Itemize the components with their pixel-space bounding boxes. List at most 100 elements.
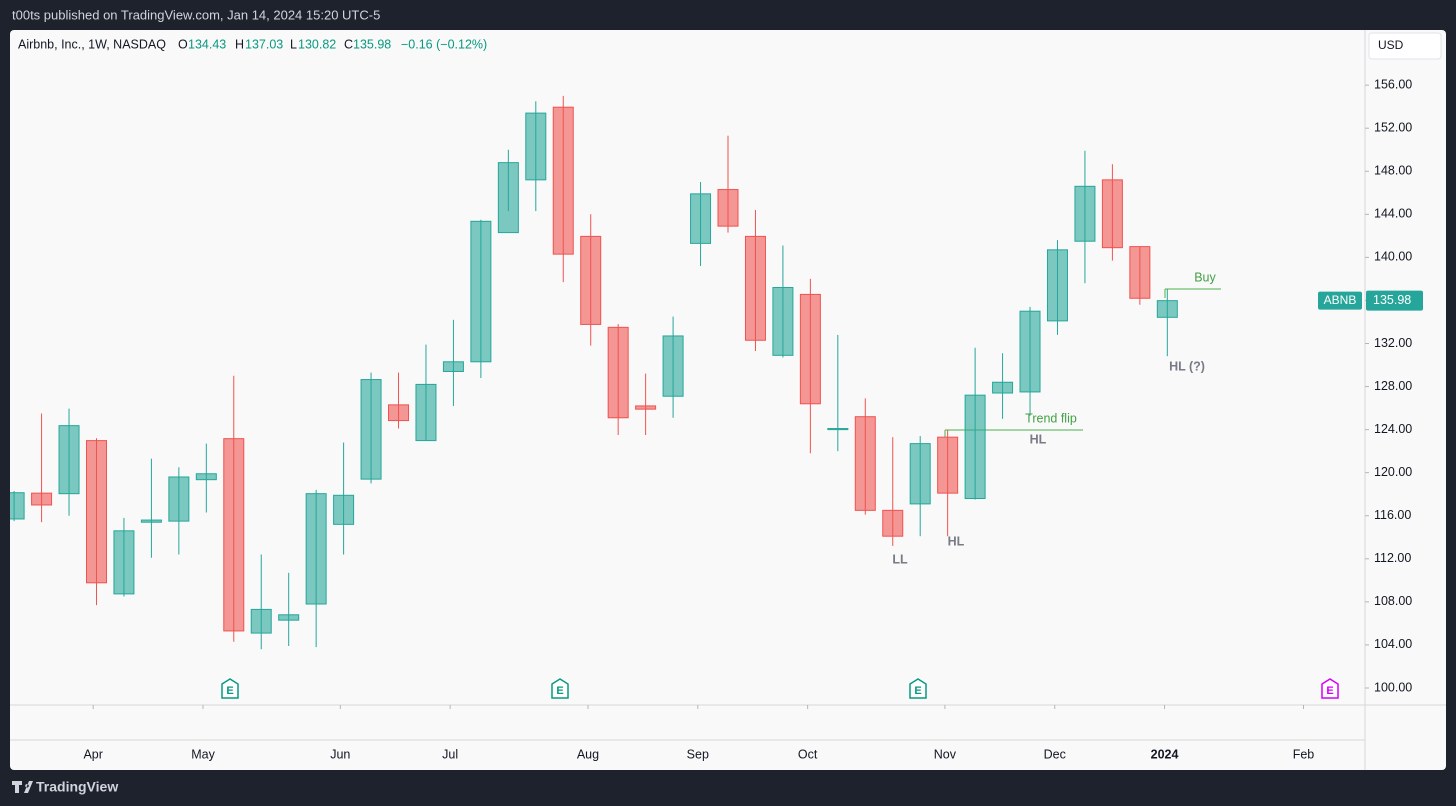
- candle-body: [772, 287, 794, 356]
- candle-body: [360, 379, 382, 480]
- candle-body: [442, 361, 464, 372]
- annotation: Trend flip: [1025, 411, 1077, 425]
- candle-body: [882, 509, 904, 537]
- event-badge: [221, 678, 239, 699]
- event-badge: [909, 678, 927, 699]
- event-label: E: [914, 685, 921, 697]
- candle-body: [113, 530, 135, 595]
- y-tick-label: 152.00: [1374, 120, 1412, 134]
- annotation: HL: [948, 534, 965, 548]
- candle-body: [964, 394, 986, 500]
- currency-box[interactable]: [1368, 32, 1442, 60]
- publisher-line: t00ts published on TradingView.com, Jan …: [12, 7, 380, 22]
- legend-o: O: [178, 37, 188, 51]
- candle-body: [58, 425, 80, 495]
- price-tag: 135.98: [1373, 293, 1411, 307]
- candle-body: [717, 189, 739, 227]
- legend-close: 135.98: [353, 37, 391, 51]
- candle-body: [854, 416, 876, 511]
- x-tick-label: Jun: [330, 747, 350, 761]
- candle-body: [10, 492, 25, 520]
- candle-body: [635, 405, 657, 410]
- candle-body: [85, 440, 107, 584]
- plot: [10, 95, 1221, 650]
- x-tick-label: Feb: [1293, 747, 1315, 761]
- x-tick-label: Sep: [687, 747, 709, 761]
- y-tick-label: 112.00: [1374, 551, 1411, 565]
- x-tick-label: May: [191, 747, 215, 761]
- candle-body: [470, 220, 492, 363]
- candle-body: [333, 494, 355, 525]
- candle-body: [992, 381, 1014, 394]
- candle-body: [415, 383, 437, 442]
- candle-body: [278, 614, 300, 621]
- price-tag-ticker-bg: [1318, 291, 1362, 310]
- y-tick-label: 120.00: [1374, 465, 1412, 479]
- candle-body: [580, 235, 602, 325]
- candle-body: [937, 436, 959, 494]
- currency: USD: [1378, 38, 1404, 52]
- candle-body: [223, 438, 245, 632]
- candle-body: [662, 335, 684, 397]
- price-tag-bg: [1366, 290, 1423, 311]
- candle-body: [195, 473, 217, 481]
- legend-low: 130.82: [298, 37, 336, 51]
- x-tick-label: Jul: [442, 747, 458, 761]
- candle-body: [1074, 185, 1096, 242]
- y-tick-label: 128.00: [1374, 379, 1412, 393]
- x-tick-label: Apr: [83, 747, 102, 761]
- annotation: Buy: [1194, 270, 1216, 284]
- candle-body: [1101, 179, 1123, 249]
- y-tick-label: 148.00: [1374, 164, 1412, 178]
- legend-title: Airbnb, Inc., 1W, NASDAQ: [18, 37, 166, 51]
- candle-body: [525, 112, 547, 181]
- legend-c: C: [344, 37, 353, 51]
- legend-h: H: [235, 37, 244, 51]
- legend-open: 134.43: [188, 37, 226, 51]
- legend-change: −0.16 (−0.12%): [401, 37, 487, 51]
- brand-logo: [12, 781, 33, 793]
- legend-high: 137.03: [245, 37, 283, 51]
- event-badge: [551, 678, 569, 699]
- annotation: LL: [892, 552, 908, 566]
- y-tick-label: 132.00: [1374, 336, 1412, 350]
- y-tick-label: 144.00: [1374, 207, 1412, 221]
- legend: Airbnb, Inc., 1W, NASDAQ O 134.43 H 137.…: [18, 37, 487, 51]
- y-tick-label: 116.00: [1374, 508, 1411, 522]
- candle-body: [388, 404, 410, 422]
- y-tick-label: 124.00: [1374, 422, 1412, 436]
- candle-body: [909, 443, 931, 505]
- candle-body: [168, 476, 190, 522]
- event-badge: [1321, 678, 1339, 699]
- annotation: HL: [1030, 432, 1047, 446]
- y-tick-label: 140.00: [1374, 250, 1412, 264]
- annotation: HL (?): [1169, 359, 1205, 373]
- candle-body: [552, 106, 574, 255]
- event-label: E: [1326, 685, 1333, 697]
- legend-l: L: [290, 37, 297, 51]
- brand: TradingView: [12, 779, 118, 795]
- candle-body: [1046, 249, 1068, 322]
- event-label: E: [226, 685, 233, 697]
- brand-name: TradingView: [36, 779, 118, 795]
- x-tick-label: Aug: [577, 747, 599, 761]
- candle-body: [497, 162, 519, 234]
- candle-body: [607, 326, 629, 419]
- candle-body: [799, 293, 821, 405]
- candle-body: [827, 428, 849, 431]
- candle-body: [1019, 310, 1041, 393]
- x-tick-label: 2024: [1151, 747, 1179, 761]
- x-tick-label: Dec: [1044, 747, 1066, 761]
- candle-body: [1156, 300, 1178, 318]
- candle-body: [140, 519, 162, 523]
- y-tick-label: 156.00: [1374, 77, 1412, 91]
- y-tick-label: 100.00: [1374, 680, 1412, 694]
- event-label: E: [556, 685, 563, 697]
- y-tick-label: 104.00: [1374, 637, 1412, 651]
- x-tick-label: Oct: [798, 747, 818, 761]
- price-tag-ticker: ABNB: [1324, 293, 1357, 307]
- candle-body: [690, 193, 712, 244]
- candle-body: [744, 235, 766, 341]
- candle-body: [305, 493, 327, 605]
